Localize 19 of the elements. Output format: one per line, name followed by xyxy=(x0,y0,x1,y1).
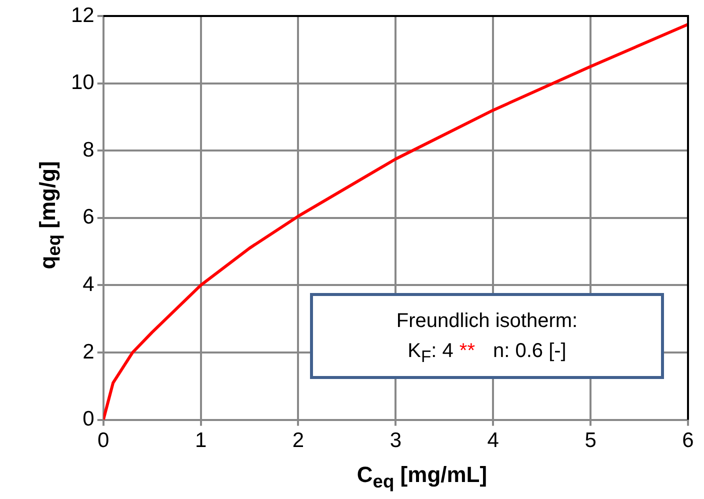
x-tick-label: 3 xyxy=(390,429,402,452)
annotation: Freundlich isotherm: xyxy=(396,310,578,332)
x-tick-label: 4 xyxy=(487,429,500,452)
x-tick-label: 5 xyxy=(584,429,596,452)
x-tick-label: 0 xyxy=(98,429,110,452)
annotation: n: 0.6 [-] xyxy=(492,340,566,362)
y-tick-label: 10 xyxy=(71,71,94,94)
x-tick-label: 2 xyxy=(292,429,304,452)
y-tick-label: 4 xyxy=(82,272,95,296)
y-tick-label: 2 xyxy=(82,340,94,364)
annotation: K$_{F}$: 4 xyxy=(408,340,454,366)
y-tick-label: 8 xyxy=(82,138,94,162)
y-tick-label: 0 xyxy=(82,408,94,431)
x-tick-label: 1 xyxy=(194,429,207,452)
x-axis-title: C$_{eq}$ [mg/mL] xyxy=(356,462,488,492)
annotation: ** xyxy=(459,340,475,362)
y-tick-label: 12 xyxy=(71,4,94,27)
y-tick-label: 6 xyxy=(82,206,94,229)
x-tick-label: 6 xyxy=(682,429,694,452)
